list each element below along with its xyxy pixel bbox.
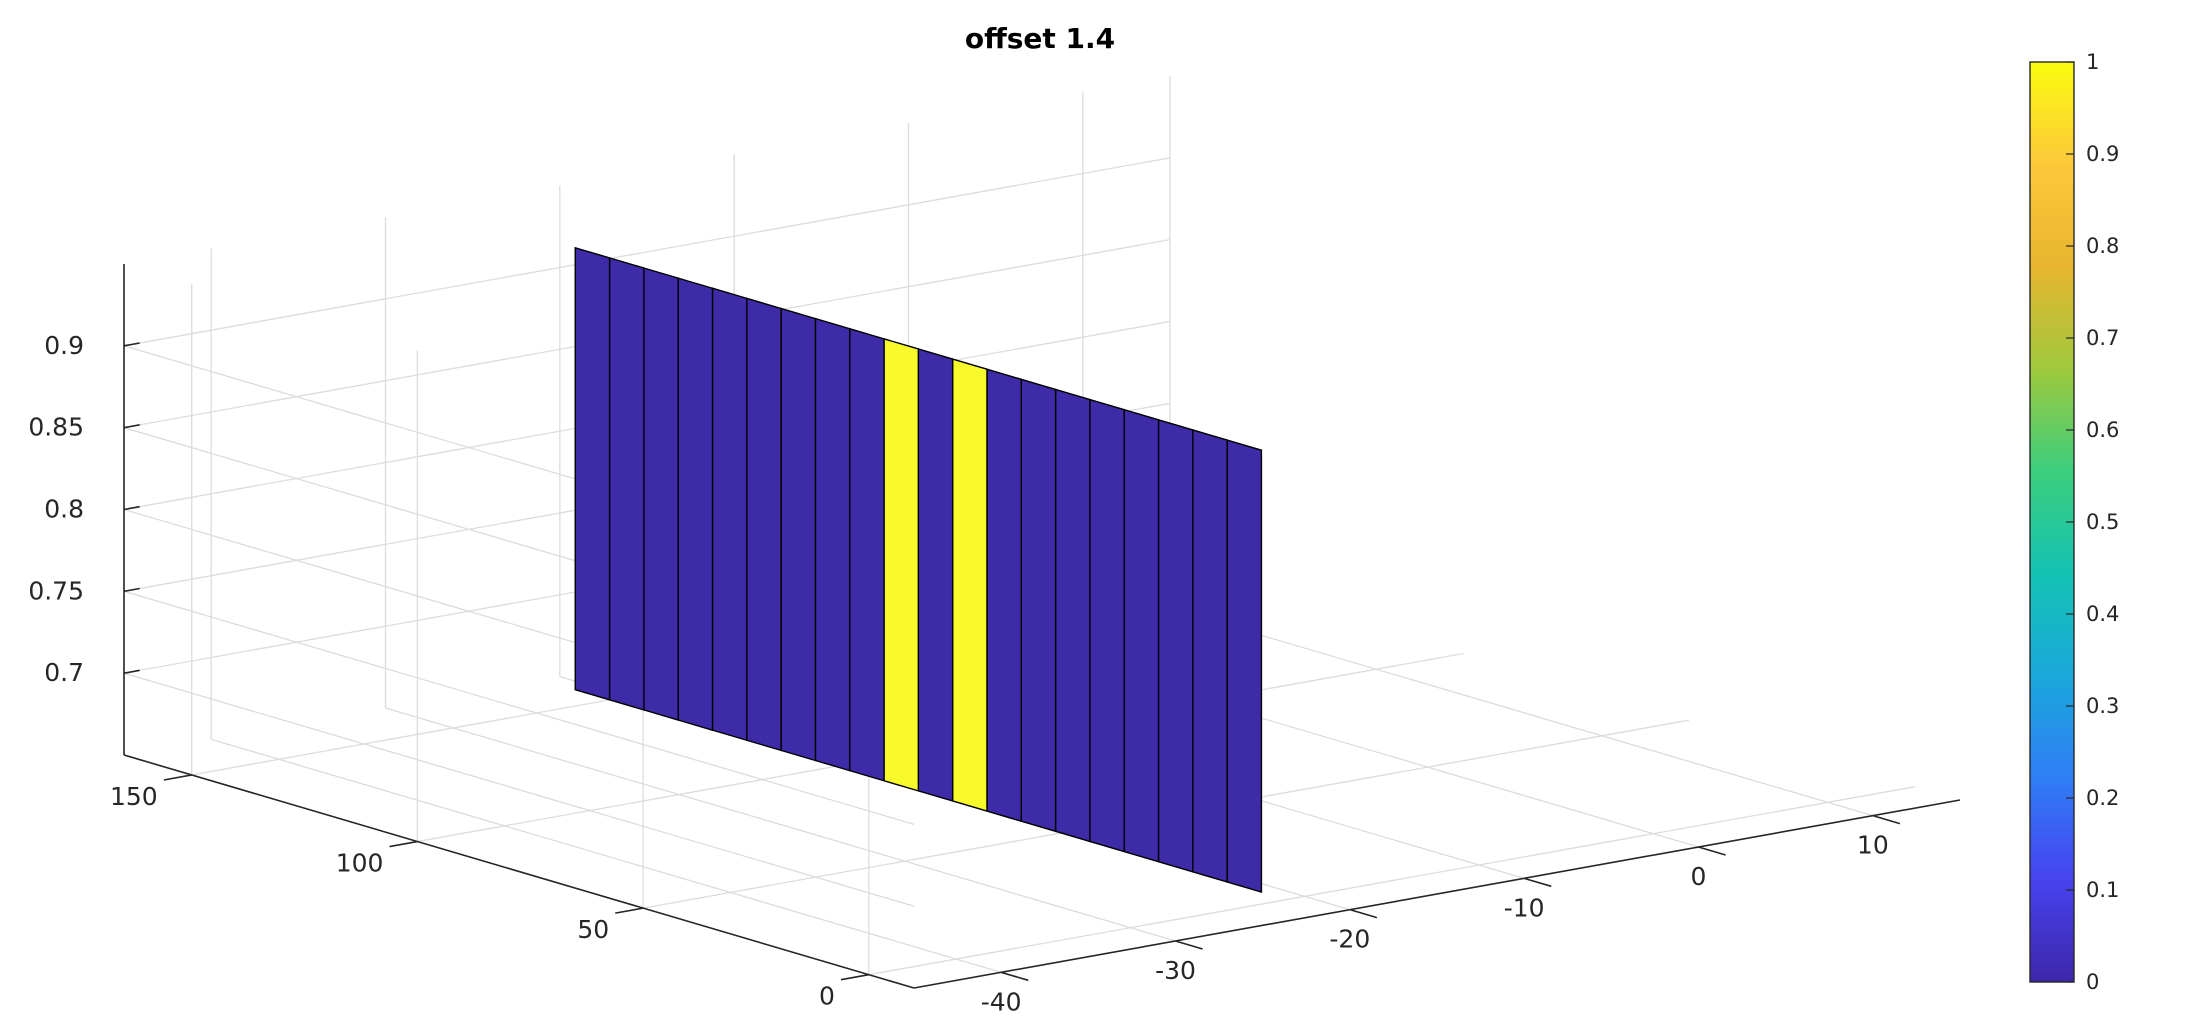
x-tick-label: -40 (981, 987, 1022, 1016)
surface-strip (814, 317, 851, 772)
colorbar-tick-label: 0.8 (2086, 234, 2119, 258)
colorbar-tick-label: 0.6 (2086, 418, 2119, 442)
z-tick-label: 0.8 (44, 495, 84, 524)
surface-strip (574, 246, 611, 701)
colorbar-tick-label: 1 (2086, 50, 2099, 74)
colorbar-tick-label: 0.7 (2086, 326, 2119, 350)
x-axis-line (913, 799, 1961, 989)
z-tick-mark (123, 342, 140, 347)
z-tick-mark (123, 587, 140, 593)
surface-strip (711, 287, 748, 742)
surface-strip (917, 348, 954, 802)
colorbar-tick-label: 0.3 (2086, 694, 2119, 718)
colorbar-tick-label: 0.2 (2086, 786, 2119, 810)
surface-strip (1054, 388, 1091, 843)
z-tick-label: 0.75 (28, 576, 84, 605)
grid-line-z-left (123, 590, 915, 825)
surface-strip (1226, 439, 1263, 893)
chart-title: offset 1.4 (965, 22, 1115, 55)
x-tick-mark (1698, 846, 1726, 856)
axes-lines (123, 264, 1961, 989)
surface-strip (1157, 418, 1194, 873)
y-tick-mark (615, 907, 644, 914)
z-tick-label: 0.85 (28, 413, 84, 442)
colorbar-tick-label: 0.4 (2086, 602, 2119, 626)
surface-strip (643, 267, 679, 721)
colorbar: 0 0.1 0.2 0.3 0.4 0.5 0.6 0.7 0.8 0.9 1 (2029, 50, 2119, 994)
x-tick-label: -30 (1155, 956, 1196, 985)
surface-strip (608, 256, 645, 711)
grid-line-z-back (123, 157, 1171, 347)
x-tick-label: 0 (1691, 862, 1707, 891)
surface-strip (780, 307, 817, 762)
y-tick-label: 150 (110, 782, 158, 811)
surface-strip (746, 297, 782, 752)
surface-strip (1123, 408, 1160, 863)
x-tick-label: -10 (1504, 893, 1545, 922)
surface-plane (574, 246, 1263, 893)
z-tick-label: 0.9 (44, 331, 84, 360)
surface-strip (883, 337, 920, 792)
colorbar-tick-label: 0.5 (2086, 510, 2119, 534)
y-tick-mark (840, 973, 869, 981)
z-tick-mark (123, 669, 140, 674)
x-tick-mark (1872, 814, 1901, 825)
x-tick-label: 10 (1857, 831, 1889, 860)
surface-strip (1089, 398, 1125, 853)
colorbar-tick-label: 0.1 (2086, 878, 2119, 902)
colorbar-tick-label: 0.9 (2086, 142, 2119, 166)
x-tick-mark (1523, 877, 1552, 888)
surface-strip (1020, 378, 1057, 833)
grid-line-x (385, 707, 1176, 942)
y-tick-mark (163, 774, 192, 781)
y-tick-mark (389, 840, 418, 848)
surface-strip (986, 368, 1022, 823)
surface-strip (677, 277, 714, 732)
axes-tick-labels: -40-30-20-100100501001500.70.750.80.850.… (28, 331, 1889, 1016)
grid-line-y (868, 786, 1915, 976)
y-tick-label: 50 (577, 915, 609, 944)
surface-strip (849, 327, 885, 782)
x-tick-mark (1175, 940, 1203, 950)
surface-strip (1192, 428, 1228, 883)
x-tick-label: -20 (1329, 925, 1370, 954)
x-tick-mark (1349, 908, 1378, 919)
z-tick-label: 0.7 (44, 658, 84, 687)
z-tick-mark (123, 505, 140, 511)
z-tick-mark (123, 424, 140, 429)
y-axis-line (123, 754, 915, 989)
grid-line-z-left (123, 672, 915, 907)
y-tick-label: 0 (819, 982, 835, 1011)
surface-strip (951, 358, 988, 813)
y-tick-label: 100 (336, 849, 384, 878)
x-tick-mark (1000, 971, 1029, 982)
colorbar-tick-label: 0 (2086, 970, 2099, 994)
